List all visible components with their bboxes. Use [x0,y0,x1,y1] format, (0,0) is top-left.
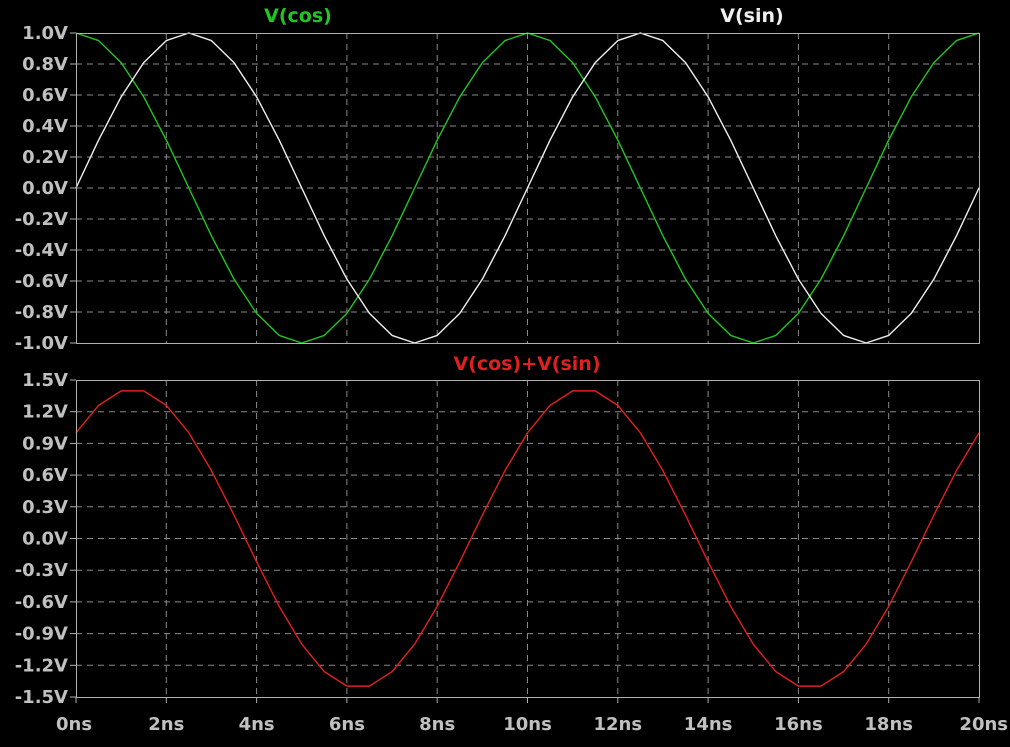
x-tick-label: 8ns [419,714,455,735]
y-tick-label: -0.3V [15,560,68,581]
x-axis-ticks: 0ns 2ns 4ns 6ns 8ns 10ns 12ns 14ns 16ns 18ns 20ns [56,697,1008,735]
x-tick-label: 2ns [148,714,184,735]
series-line [75,32,980,344]
y-tick-label: 0.3V [22,497,68,518]
y-tick-label: 0.2V [22,147,68,168]
y-tick-label: 0.6V [22,85,68,106]
y-tick-label: -0.6V [15,271,68,292]
y-tick-label: -1.2V [15,655,68,676]
y-tick-label: 0.0V [22,529,68,550]
series-line [75,390,980,687]
x-tick-label: 16ns [774,714,823,735]
series-label: V(cos) [264,5,332,27]
top-pane-frame [76,33,980,344]
x-tick-label: 10ns [503,714,552,735]
y-tick-label: 0.9V [22,433,68,454]
x-tick-label: 0ns [56,714,92,735]
x-tick-label: 18ns [864,714,913,735]
bottom-pane-trace-labels: V(cos)+V(sin) [453,353,600,375]
top-pane-grid [76,33,979,343]
y-tick-label: -0.2V [15,209,68,230]
bottom-pane-traces [75,390,980,687]
x-tick-label: 14ns [684,714,733,735]
y-tick-label: -0.8V [15,302,68,323]
x-tick-label: 6ns [329,714,365,735]
y-tick-label: -0.9V [15,624,68,645]
y-tick-label: 0.6V [22,465,68,486]
bottom-pane: 1.5V 1.2V 0.9V 0.6V 0.3V 0.0V -0.3V -0.6V -0.9V -… [15,353,980,708]
x-tick-label: 12ns [594,714,643,735]
y-tick-label: 1.0V [22,23,68,44]
bottom-pane-grid [76,380,979,697]
series-label: V(cos)+V(sin) [453,353,600,375]
y-tick-label: -1.0V [15,333,68,354]
y-tick-label: 1.2V [22,402,68,423]
y-tick-label: -0.6V [15,592,68,613]
y-tick-label: -1.5V [15,687,68,708]
y-tick-label: 0.8V [22,54,68,75]
y-tick-label: 1.5V [22,370,68,391]
bottom-pane-y-ticks: 1.5V 1.2V 0.9V 0.6V 0.3V 0.0V -0.3V -0.6V -0.9V -… [15,370,76,708]
y-tick-label: -0.4V [15,240,68,261]
top-pane-trace-labels: V(cos) V(sin) [264,5,784,27]
y-tick-label: 0.0V [22,178,68,199]
x-tick-label: 4ns [239,714,275,735]
top-pane: 1.0V 0.8V 0.6V 0.4V 0.2V 0.0V -0.2V -0.4V -0.6V -… [15,5,980,354]
series-label: V(sin) [720,5,783,27]
x-tick-label: 20ns [959,714,1008,735]
y-tick-label: 0.4V [22,116,68,137]
top-pane-y-ticks: 1.0V 0.8V 0.6V 0.4V 0.2V 0.0V -0.2V -0.4V -0.6V -… [15,23,76,354]
